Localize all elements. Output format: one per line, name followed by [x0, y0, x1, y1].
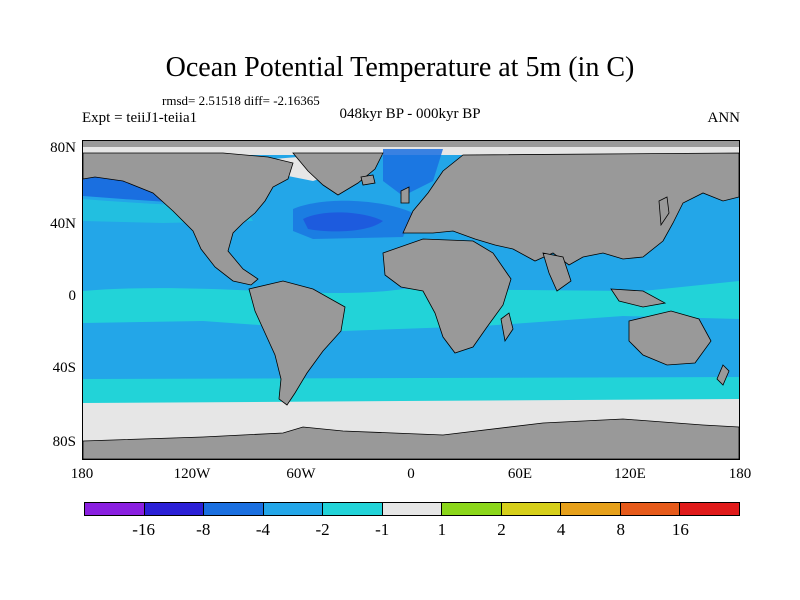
lon-label-60e: 60E — [507, 466, 533, 482]
southern-light-band — [83, 377, 739, 406]
lat-label-0: 0 — [68, 288, 77, 304]
legend-color-box — [561, 503, 621, 515]
legend-label: 1 — [437, 520, 447, 539]
lon-label-120e: 120E — [614, 466, 646, 482]
legend-label: -16 — [132, 520, 155, 539]
legend-label: -4 — [255, 520, 270, 539]
lat-label-80n: 80N — [50, 140, 76, 156]
north-atlantic-mid — [293, 200, 413, 239]
lon-label-120w: 120W — [173, 466, 211, 482]
legend-color-box — [501, 503, 562, 515]
temperature-map — [82, 140, 740, 460]
indonesia — [610, 288, 667, 308]
legend-label: -2 — [315, 520, 330, 539]
color-legend-bar — [84, 502, 740, 516]
eurasia — [402, 152, 739, 266]
legend-label: 8 — [616, 520, 625, 539]
antarctica — [83, 418, 739, 459]
norwegian-sea-band — [383, 149, 443, 196]
lat-label-40s: 40S — [52, 360, 76, 376]
equatorial-band — [83, 281, 739, 331]
north-america — [83, 152, 294, 286]
india — [542, 252, 572, 292]
lon-label-180w: 180 — [70, 466, 94, 482]
legend-color-box — [204, 503, 264, 515]
legend-color-box — [323, 503, 383, 515]
africa — [382, 238, 512, 354]
legend-color-box — [263, 503, 324, 515]
legend-color-box — [144, 503, 205, 515]
legend-label: 16 — [671, 520, 689, 539]
japan — [658, 196, 670, 227]
madagascar — [500, 312, 514, 343]
arctic-land-cap — [83, 141, 739, 147]
iceland — [360, 174, 376, 186]
legend-color-box — [442, 503, 502, 515]
british-isles — [400, 186, 410, 204]
lat-label-40n: 40N — [50, 216, 76, 232]
period-label: 048kyr BP - 000kyr BP — [339, 106, 481, 122]
greenland — [292, 152, 384, 196]
legend-color-box — [620, 503, 681, 515]
legend-label: 4 — [556, 520, 566, 539]
legend-color-box — [85, 503, 145, 515]
lat-label-80s: 80S — [52, 434, 76, 450]
chart-title: Ocean Potential Temperature at 5m (in C) — [165, 52, 635, 83]
season-label: ANN — [707, 110, 741, 126]
legend-label: -8 — [196, 520, 211, 539]
lon-label-180e: 180 — [728, 466, 752, 482]
lon-label-60w: 60W — [286, 466, 316, 482]
lon-label-0: 0 — [407, 466, 415, 482]
legend-color-box — [382, 503, 443, 515]
legend-label: 2 — [497, 520, 506, 539]
experiment-label: Expt = teiiJ1-teiia1 — [82, 110, 198, 126]
legend-label: -1 — [375, 520, 390, 539]
legend-color-box — [680, 503, 740, 515]
rmsd-diff-stats: rmsd= 2.51518 diff= -2.16365 — [162, 93, 320, 108]
new-zealand — [716, 364, 730, 386]
south-america — [248, 280, 346, 406]
australia — [628, 310, 712, 366]
